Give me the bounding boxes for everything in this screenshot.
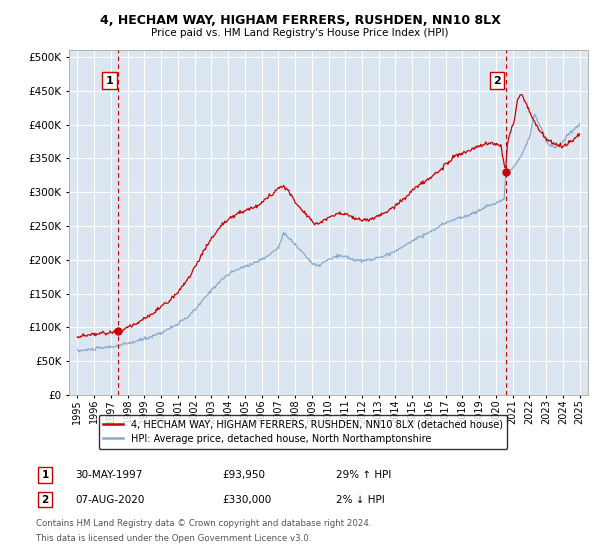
Text: 29% ↑ HPI: 29% ↑ HPI [336,470,391,480]
Text: 30-MAY-1997: 30-MAY-1997 [75,470,142,480]
Text: 2% ↓ HPI: 2% ↓ HPI [336,494,385,505]
Text: 4, HECHAM WAY, HIGHAM FERRERS, RUSHDEN, NN10 8LX: 4, HECHAM WAY, HIGHAM FERRERS, RUSHDEN, … [100,14,500,27]
Text: £93,950: £93,950 [222,470,265,480]
Text: 2: 2 [493,76,501,86]
Text: This data is licensed under the Open Government Licence v3.0.: This data is licensed under the Open Gov… [36,534,311,543]
Text: £330,000: £330,000 [222,494,271,505]
Text: Price paid vs. HM Land Registry's House Price Index (HPI): Price paid vs. HM Land Registry's House … [151,28,449,38]
Text: 1: 1 [106,76,113,86]
Text: 1: 1 [41,470,49,480]
Text: Contains HM Land Registry data © Crown copyright and database right 2024.: Contains HM Land Registry data © Crown c… [36,519,371,528]
Legend: 4, HECHAM WAY, HIGHAM FERRERS, RUSHDEN, NN10 8LX (detached house), HPI: Average : 4, HECHAM WAY, HIGHAM FERRERS, RUSHDEN, … [98,415,508,449]
Text: 2: 2 [41,494,49,505]
Text: 07-AUG-2020: 07-AUG-2020 [75,494,145,505]
